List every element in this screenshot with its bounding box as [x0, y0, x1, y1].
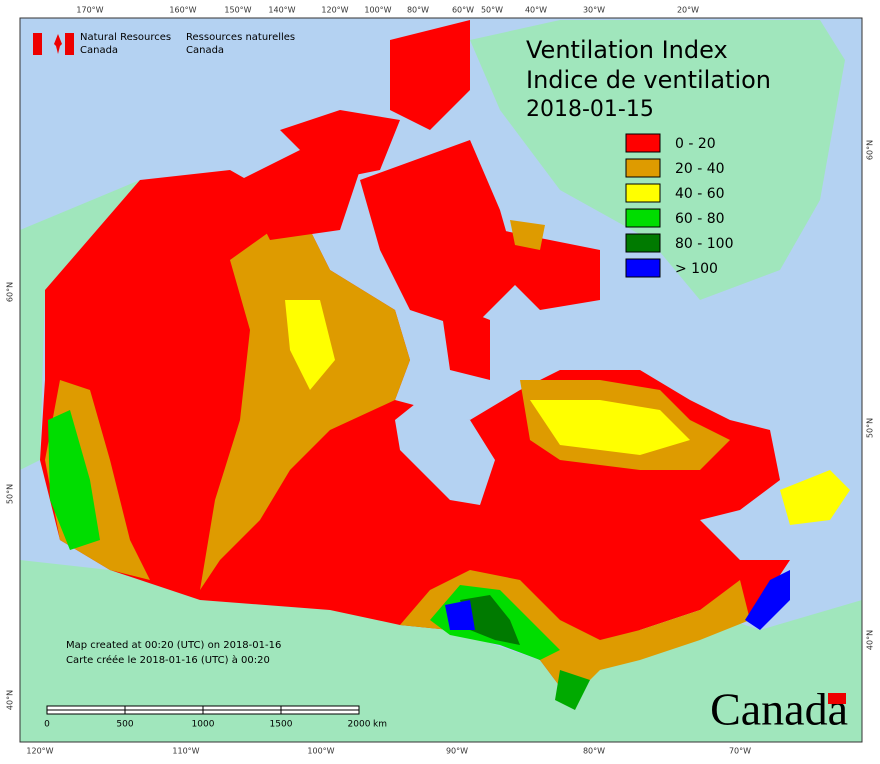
agency-fr: Canada	[186, 45, 224, 56]
lon-label: 140°W	[268, 6, 295, 15]
lat-label: 40°N	[866, 630, 875, 650]
arctic-island	[360, 140, 520, 330]
lon-label: 100°W	[364, 6, 391, 15]
lon-label: 100°W	[307, 747, 334, 756]
lat-label: 50°N	[6, 484, 15, 504]
lon-label: 170°W	[76, 6, 103, 15]
lon-label: 40°W	[525, 6, 547, 15]
zone-gt-100	[445, 600, 475, 630]
scale-segment	[46, 705, 126, 711]
scale-unit: km	[373, 720, 387, 730]
scale-label: 1000	[192, 720, 215, 730]
arctic-island	[500, 230, 600, 310]
lon-label: 30°W	[583, 6, 605, 15]
zone-60-80	[555, 670, 590, 710]
scale-segment	[124, 709, 204, 715]
legend-swatch	[625, 258, 661, 278]
agency-en: Natural Resources	[80, 32, 171, 43]
lon-label: 20°W	[677, 6, 699, 15]
arctic-island	[440, 300, 490, 380]
lon-label: 120°W	[321, 6, 348, 15]
hudson-bay	[395, 400, 495, 505]
legend-swatch	[625, 183, 661, 203]
lon-label: 80°W	[583, 747, 605, 756]
arctic-island	[390, 20, 470, 130]
scale-label: 2000	[348, 720, 371, 730]
wordmark-flag	[828, 693, 846, 704]
newfoundland	[780, 470, 850, 525]
scale-segment	[280, 709, 360, 715]
lon-label: 120°W	[26, 747, 53, 756]
legend-swatch	[625, 233, 661, 253]
scale-segment	[202, 705, 282, 711]
lon-label: 60°W	[452, 6, 474, 15]
zone-80-100	[460, 595, 520, 645]
scale-label: 500	[116, 720, 133, 730]
title-fr: Indice de ventilation	[526, 66, 771, 94]
arctic-island	[240, 150, 360, 240]
lon-label: 90°W	[446, 747, 468, 756]
usa	[20, 560, 862, 742]
agency-en: Canada	[80, 45, 118, 56]
scale-segment	[202, 709, 282, 715]
zone-40-60	[285, 300, 335, 390]
zone-20-40	[510, 220, 545, 250]
scale-segment	[280, 705, 360, 711]
created-fr: Carte créée le 2018-01-16 (UTC) à 00:20	[66, 654, 270, 666]
legend-swatch	[625, 133, 661, 153]
lat-label: 60°N	[6, 282, 15, 302]
scale-label: 1500	[270, 720, 293, 730]
alaska	[20, 180, 140, 470]
scale-label: 0	[44, 720, 50, 730]
legend: 0 - 20 20 - 40 40 - 60 60 - 80 80 - 100 > 100	[625, 133, 734, 278]
date: 2018-01-15	[526, 97, 654, 122]
scale-bar: 0 500 1000 1500 2000 km	[44, 705, 387, 730]
map	[19, 17, 863, 743]
flag-bar	[33, 33, 42, 55]
zone-gt-100	[745, 570, 790, 630]
legend-label: 40 - 60	[675, 186, 725, 202]
zone-60-80	[48, 410, 100, 550]
zone-20-40	[200, 210, 410, 590]
created-en: Map created at 00:20 (UTC) on 2018-01-16	[66, 640, 281, 651]
lat-label: 60°N	[866, 140, 875, 160]
legend-label: 0 - 20	[675, 136, 716, 152]
legend-label: > 100	[675, 261, 718, 277]
scale-segment	[46, 709, 126, 715]
arctic-island	[280, 110, 400, 180]
lon-label: 70°W	[729, 747, 751, 756]
title-en: Ventilation Index	[526, 36, 728, 64]
lat-label: 50°N	[866, 418, 875, 438]
map-frame	[19, 17, 863, 743]
legend-label: 60 - 80	[675, 211, 725, 227]
lon-label: 160°W	[169, 6, 196, 15]
nrcan-signature: Natural Resources Canada Ressources natu…	[33, 32, 295, 56]
agency-fr: Ressources naturelles	[186, 32, 295, 43]
scale-segment	[124, 705, 204, 711]
legend-label: 20 - 40	[675, 161, 725, 177]
graticule-labels: 170°W 160°W 150°W 140°W 120°W 100°W 80°W 60°W 50…	[6, 6, 875, 756]
zone-40-60	[530, 400, 690, 455]
lon-label: 50°W	[481, 6, 503, 15]
legend-swatch	[625, 208, 661, 228]
lon-label: 110°W	[172, 747, 199, 756]
lon-label: 150°W	[224, 6, 251, 15]
legend-label: 80 - 100	[675, 236, 734, 252]
lon-label: 80°W	[407, 6, 429, 15]
maple-leaf	[54, 34, 62, 54]
lat-label: 40°N	[6, 690, 15, 710]
legend-swatch	[625, 158, 661, 178]
flag-bar	[65, 33, 74, 55]
canada-wordmark: Canada	[710, 684, 848, 735]
